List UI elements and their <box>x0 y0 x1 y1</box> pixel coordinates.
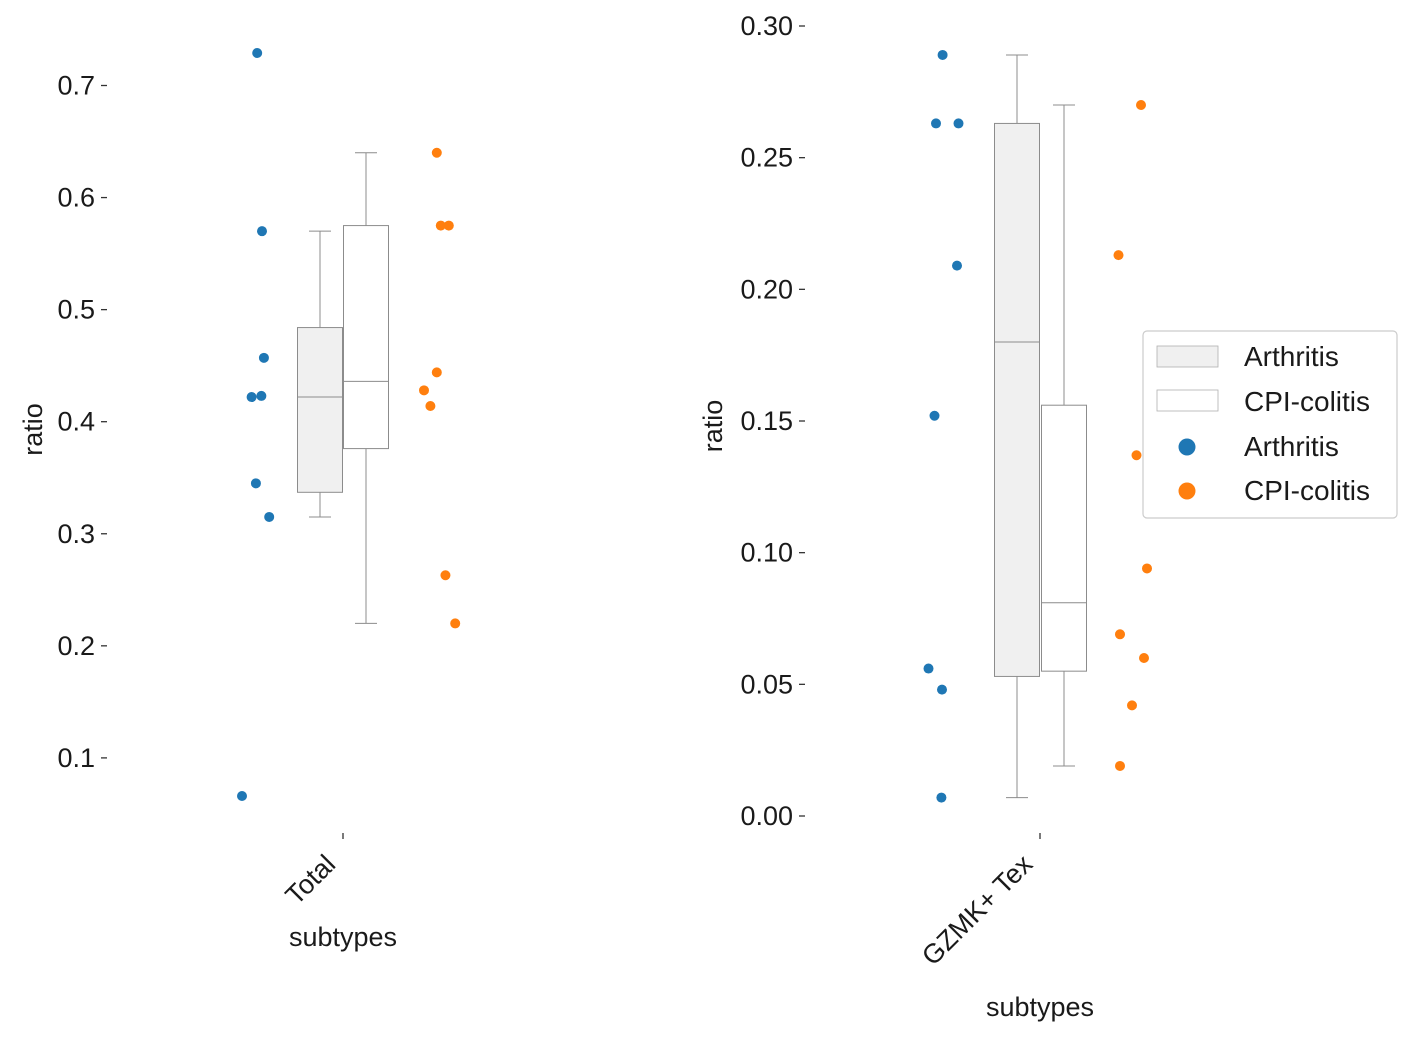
legend-label-cpi-box: CPI-colitis <box>1244 386 1370 417</box>
data-point-cpi-colitis <box>1113 250 1124 261</box>
panel-total: 0.1 0.2 0.3 0.4 0.5 0.6 0.7 Total subtypes ratio <box>18 48 461 952</box>
y-tick-label: 0.20 <box>740 274 793 304</box>
box-arthritis <box>994 122 1040 677</box>
legend-swatch-arthritis-box <box>1156 345 1219 368</box>
data-point-arthritis <box>258 352 269 363</box>
y-tick-label: 0.4 <box>57 407 95 437</box>
y-tick-label: 0.00 <box>740 801 793 831</box>
data-point-cpi-colitis <box>1139 653 1149 663</box>
y-axis-label: ratio <box>698 400 728 453</box>
x-tick-label: GZMK+ Tex <box>916 849 1039 972</box>
data-point-arthritis <box>937 684 947 695</box>
data-point-cpi-colitis <box>1115 629 1125 640</box>
y-tick-label: 0.5 <box>57 295 95 325</box>
legend-label-cpi-points: CPI-colitis <box>1244 475 1370 506</box>
data-point-arthritis <box>929 410 940 421</box>
y-tick-label: 0.6 <box>57 183 95 213</box>
y-tick-label: 0.25 <box>740 143 793 173</box>
data-point-cpi-colitis <box>419 385 429 396</box>
y-tick-label: 0.2 <box>57 631 95 661</box>
data-point-cpi-colitis <box>450 618 461 629</box>
data-point-cpi-colitis <box>1136 100 1146 110</box>
data-point-cpi-colitis <box>431 367 442 378</box>
x-axis-label: subtypes <box>289 922 397 952</box>
data-point-arthritis <box>246 392 257 403</box>
data-point-arthritis <box>257 226 267 237</box>
legend-frame <box>1142 330 1398 519</box>
box-cpi-colitis <box>1041 404 1087 672</box>
legend: Arthritis CPI-colitis Arthritis CPI-coli… <box>1142 330 1398 519</box>
data-point-cpi-colitis <box>443 220 454 231</box>
data-point-cpi-colitis <box>440 570 451 581</box>
y-tick-label: 0.3 <box>57 519 95 549</box>
box-arthritis <box>297 327 343 493</box>
data-point-cpi-colitis <box>431 147 442 158</box>
y-tick-label: 0.05 <box>740 669 793 699</box>
data-point-arthritis <box>931 118 941 129</box>
data-point-arthritis <box>252 48 263 58</box>
y-tick-label: 0.30 <box>740 11 793 41</box>
data-point-cpi-colitis <box>1127 700 1137 711</box>
data-point-arthritis <box>256 390 267 401</box>
y-tick-label: 0.10 <box>740 538 793 568</box>
y-axis-label: ratio <box>18 403 48 456</box>
data-point-arthritis <box>923 663 934 674</box>
data-point-arthritis <box>937 49 948 60</box>
data-point-arthritis <box>264 511 275 522</box>
data-point-arthritis <box>250 478 261 489</box>
legend-swatch-cpi-box <box>1156 389 1219 412</box>
legend-label-arthritis-points: Arthritis <box>1244 431 1339 462</box>
y-tick-label: 0.15 <box>740 406 793 436</box>
data-point-cpi-colitis <box>435 220 446 231</box>
panel-gzmk-tex: 0.00 0.05 0.10 0.15 0.20 0.25 0.30 GZMK+ Tex sub… <box>698 11 1152 1022</box>
legend-marker-cpi <box>1178 482 1196 500</box>
data-point-cpi-colitis <box>1115 760 1125 771</box>
data-point-arthritis <box>953 118 964 129</box>
data-point-arthritis <box>237 791 247 801</box>
y-tick-label: 0.7 <box>57 70 95 100</box>
y-tick-label: 0.1 <box>57 743 95 773</box>
data-point-arthritis <box>952 260 962 271</box>
x-tick-label: Total <box>280 849 342 911</box>
legend-marker-arthritis <box>1178 438 1196 456</box>
data-point-arthritis <box>936 792 947 803</box>
data-point-cpi-colitis <box>1142 563 1152 574</box>
x-axis-label: subtypes <box>986 992 1094 1022</box>
data-point-cpi-colitis <box>1131 450 1142 461</box>
legend-label-arthritis-box: Arthritis <box>1244 341 1339 372</box>
data-point-cpi-colitis <box>425 401 436 412</box>
box-cpi-colitis <box>343 225 389 450</box>
